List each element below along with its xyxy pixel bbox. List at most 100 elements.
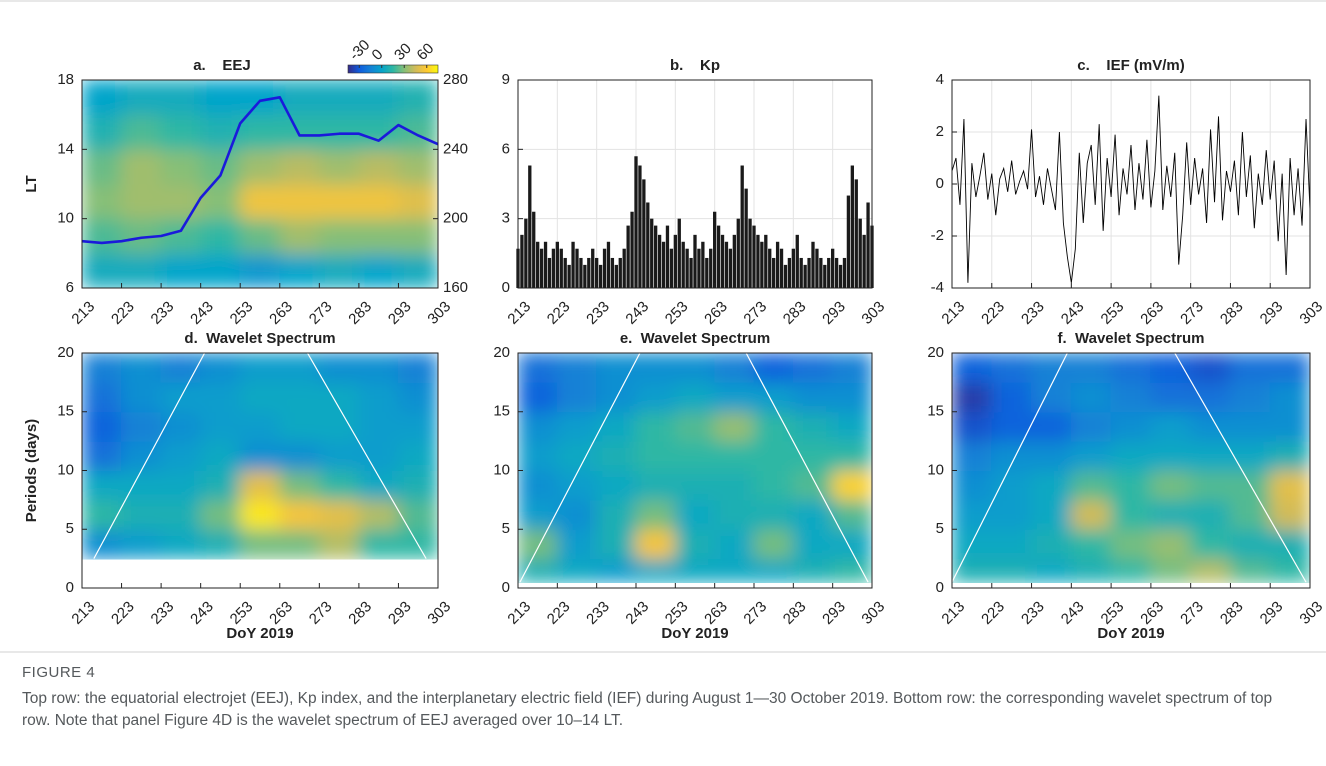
heat-cell: [635, 353, 676, 383]
heat-cell: [714, 411, 755, 442]
heat-cell: [279, 148, 320, 185]
x-tick-label: 293: [1257, 598, 1287, 628]
heat-cell: [1269, 470, 1310, 501]
bar: [567, 264, 571, 288]
heat-cell: [991, 381, 1033, 413]
bar: [543, 241, 548, 288]
heat-cell: [121, 183, 162, 220]
x-tick-label: 283: [345, 598, 375, 628]
heat-cell: [358, 183, 399, 220]
heat-cell: [952, 470, 993, 501]
bar: [536, 241, 540, 288]
heat-cell: [239, 528, 281, 560]
bar: [795, 234, 799, 288]
heat-cell: [1070, 470, 1112, 501]
x-tick-label: 303: [424, 298, 454, 328]
bar: [716, 225, 721, 288]
heat-cell: [397, 218, 438, 254]
heat-cell: [82, 499, 123, 530]
heat-cell: [635, 558, 676, 583]
heat-cell: [318, 80, 360, 116]
heat-cell: [160, 218, 202, 254]
heat-cell: [596, 470, 637, 501]
bar: [579, 257, 583, 288]
heat-cell: [1070, 353, 1112, 383]
x-tick-label: 253: [662, 298, 692, 328]
bar: [673, 234, 677, 288]
heat-cell: [1150, 353, 1192, 383]
heat-cell: [82, 218, 123, 254]
heatmap-cells: [952, 353, 1310, 583]
heat-cell: [82, 183, 123, 220]
heat-cell: [160, 411, 202, 442]
bar: [799, 257, 803, 288]
x-tick-label: 283: [345, 298, 375, 328]
heat-cell: [1190, 381, 1231, 413]
y-tick-label: 6: [66, 279, 74, 296]
y-tick-label: 10: [493, 461, 510, 478]
bar: [728, 248, 733, 288]
x-tick-label: 213: [504, 598, 534, 628]
bar: [709, 248, 713, 288]
heat-cell: [358, 470, 399, 501]
heat-cell: [358, 148, 399, 185]
heat-cell: [1269, 499, 1310, 530]
bar: [583, 264, 587, 288]
heat-cell: [518, 381, 558, 413]
heatmap: [518, 353, 872, 583]
heat-cell: [121, 252, 162, 288]
heat-cell: [279, 528, 320, 560]
heat-cell: [397, 252, 438, 288]
heat-cell: [753, 381, 794, 413]
heat-cell: [397, 80, 438, 116]
x-tick-label: 213: [938, 298, 968, 328]
x-tick-label: 293: [1257, 298, 1287, 328]
heat-cell: [991, 353, 1033, 383]
heat-cell: [991, 411, 1033, 442]
bar: [756, 234, 760, 288]
bar: [575, 248, 579, 288]
x-tick-label: 303: [858, 298, 888, 328]
heat-cell: [358, 381, 399, 413]
x-tick-label: 233: [583, 298, 613, 328]
heat-cell: [518, 558, 558, 583]
heat-cell: [279, 440, 320, 471]
bar: [823, 264, 827, 288]
heat-cell: [1070, 528, 1112, 560]
heat-cell: [200, 252, 241, 288]
bar: [834, 257, 839, 288]
heat-cell: [82, 80, 123, 116]
heat-cell: [518, 411, 558, 442]
bar: [618, 257, 622, 288]
heat-cell: [714, 353, 755, 383]
x-tick-label: 213: [68, 598, 98, 628]
heat-cell: [556, 353, 598, 383]
heat-cell: [1070, 440, 1112, 471]
x-tick-label: 303: [424, 598, 454, 628]
colorbar-tick-label: 0: [369, 46, 387, 64]
heat-cell: [358, 499, 399, 530]
heat-cell: [635, 499, 676, 530]
heat-cell: [239, 252, 281, 288]
heat-cell: [397, 411, 438, 442]
heat-cell: [714, 499, 755, 530]
y-tick-label: 15: [57, 403, 74, 420]
x-tick-label: 233: [583, 598, 613, 628]
heat-cell: [82, 114, 123, 150]
heat-cell: [753, 528, 794, 560]
heat-cell: [556, 470, 598, 501]
bar: [626, 225, 630, 288]
heat-cell: [200, 183, 241, 220]
bar: [555, 241, 559, 288]
y-tick-label: 9: [502, 71, 510, 88]
bar: [779, 248, 784, 288]
y-tick-label: 0: [66, 579, 74, 596]
heat-cell: [397, 499, 438, 530]
heat-cell: [121, 499, 162, 530]
axes-frame: [81, 79, 439, 289]
panel-title: d. Wavelet Spectrum: [184, 330, 335, 347]
heatmap-cells: [518, 353, 872, 583]
bar: [571, 241, 575, 288]
x-tick-label: 273: [306, 298, 336, 328]
